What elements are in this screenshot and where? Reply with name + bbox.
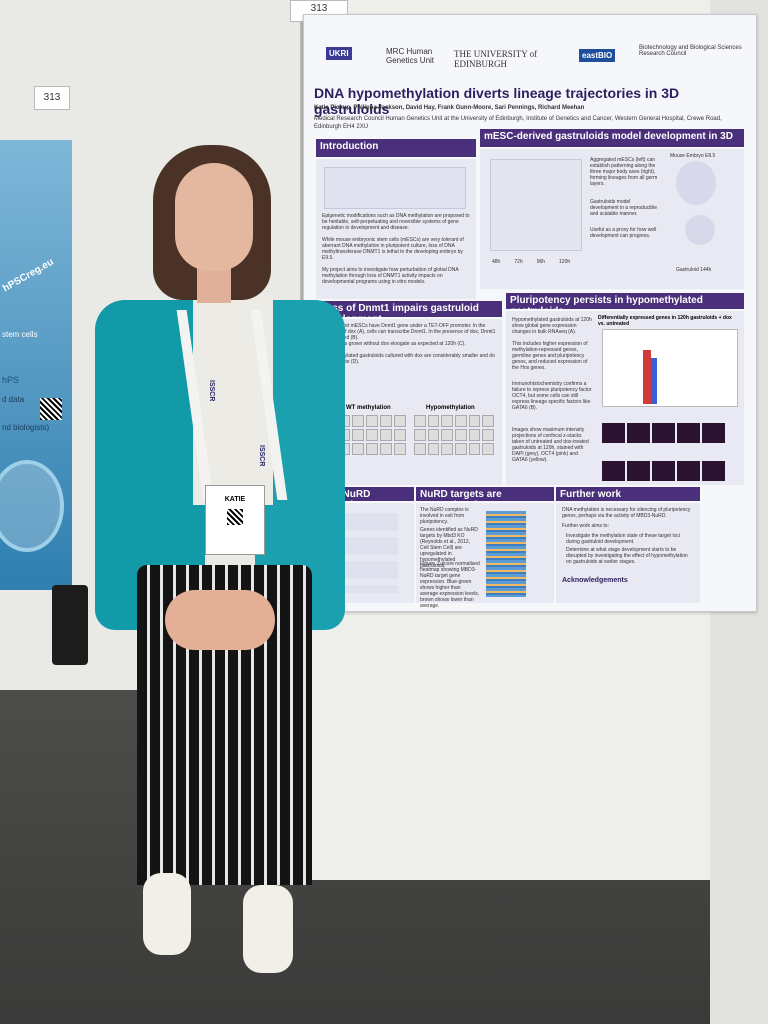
mesc-paragraph: Gastruloids model development in a repro… xyxy=(590,199,657,217)
gastruloid-label: Gastruloid 144h xyxy=(676,267,712,273)
volcano-up-genes xyxy=(643,350,651,404)
microscopy-row-untreated xyxy=(602,423,725,443)
pluripotency-panel: Hypomethylated gastruloids at 120h show … xyxy=(506,311,744,485)
embryo-label: Mouse Embryo E8.5 xyxy=(670,153,716,159)
research-poster: UKRI MRC Human Genetics Unit THE UNIVERS… xyxy=(303,14,757,612)
eastbio-logo: eastBIO xyxy=(579,49,616,62)
volcano-down-genes xyxy=(651,358,657,404)
hypo-image-grid xyxy=(414,415,494,455)
poster-title: DNA hypomethylation diverts lineage traj… xyxy=(314,85,680,117)
time-labels: 48h 72h 96h 120h xyxy=(492,259,571,265)
volcano-plot xyxy=(602,329,738,407)
badge-name: KATIE xyxy=(224,496,246,503)
pluri-paragraph: Hypomethylated gastruloids at 120h show … xyxy=(512,317,592,335)
further-work-panel: DNA methylation is necessary for silenci… xyxy=(556,503,700,603)
nurd-targets-paragraph: The NuRD complex is involved in exit fro… xyxy=(420,507,469,525)
banner-text: hPSCreg.eu xyxy=(1,256,56,295)
section-nurd-targets-header: NuRD targets are upregulated xyxy=(416,487,554,511)
qr-code-icon xyxy=(40,398,62,420)
face xyxy=(175,163,253,271)
acknowledgements-header: Acknowledgements xyxy=(562,577,628,584)
mesc-paragraph: Useful as a proxy for how well developme… xyxy=(590,227,657,239)
aggregation-diagram xyxy=(490,159,582,251)
lanyard-text: ISSCR xyxy=(258,445,265,467)
volcano-plot-title: Differentially expressed genes in 120h g… xyxy=(598,315,732,327)
section-further-work-header: Further work xyxy=(556,487,700,501)
embryo-image xyxy=(676,161,716,205)
section-mesc-header: mESC-derived gastruloids model developme… xyxy=(480,129,744,147)
presenter: ISSCR ISSCR KATIE xyxy=(95,145,345,985)
section-pluripotency-header: Pluripotency persists in hypomethylated … xyxy=(506,293,744,317)
further-paragraph: DNA methylation is necessary for silenci… xyxy=(562,507,691,519)
magnifier-graphic xyxy=(0,460,64,552)
banner-text: nd biologists) xyxy=(2,423,50,432)
mesc-paragraph: Aggregated mESCs (left) can establish pa… xyxy=(590,157,658,187)
bbsrc-logo: Biotechnology and Biological Sciences Re… xyxy=(639,45,742,57)
hypo-label: Hypomethylation xyxy=(426,405,475,411)
intro-paragraph: While mouse embryonic stem cells (mESCs)… xyxy=(322,237,464,261)
hands xyxy=(165,590,275,650)
pluri-paragraph: Immunohistochemistry confirms a failure … xyxy=(512,381,592,411)
lanyard-text: ISSCR xyxy=(208,380,215,402)
section-introduction-header: Introduction xyxy=(316,139,476,157)
banner-text: d data xyxy=(2,395,25,404)
loss-paragraph: Hypomethylated gastruloids cultured with… xyxy=(322,353,495,365)
neighbor-poster-banner: hPSCreg.eu hPS stem cells d data nd biol… xyxy=(0,140,72,590)
qr-code-icon xyxy=(227,509,243,525)
further-paragraph: Determine at what stage development star… xyxy=(566,547,688,565)
shirt xyxy=(193,295,273,505)
pluri-paragraph: This includes higher expression of methy… xyxy=(512,341,588,371)
nurd-targets-panel: The NuRD complex is involved in exit fro… xyxy=(416,503,554,609)
nurd-targets-paragraph: Figure: Z-score normalised heatmap showi… xyxy=(420,561,480,609)
nurd-targets-paragraph: Genes identified as NuRD targets by Mbd3… xyxy=(420,527,478,569)
university-logo: THE UNIVERSITY of EDINBURGH xyxy=(454,49,538,69)
banner-text: stem cells xyxy=(2,330,38,339)
pluri-paragraph: Images show maximum intensity projection… xyxy=(512,427,589,463)
name-badge: KATIE xyxy=(205,485,265,555)
loss-paragraph: Gastruloids grown without dox elongate a… xyxy=(322,341,466,347)
left-shoe xyxy=(143,873,191,955)
ukri-logo: UKRI xyxy=(326,47,352,60)
gastruloid-image xyxy=(685,215,715,245)
loss-paragraph: Dnmt1tet/tet mESCs have Dnmt1 gene under… xyxy=(322,323,496,341)
further-paragraph: Further work aims to: xyxy=(562,523,609,529)
mesc-panel: Aggregated mESCs (left) can establish pa… xyxy=(480,149,744,289)
wt-label: WT methylation xyxy=(346,405,391,411)
poster-affiliation: Medical Research Council Human Genetics … xyxy=(314,116,722,130)
nurd-heatmap xyxy=(486,511,526,597)
further-paragraph: Investigate the methylation state of the… xyxy=(566,533,680,545)
right-shoe xyxy=(243,885,293,973)
intro-panel: Epigenetic modifications such as DNA met… xyxy=(316,159,476,299)
poster-authors: Katie Pickup, Philippa Jackson, David Ha… xyxy=(314,105,585,111)
intro-diagram xyxy=(324,167,466,209)
intro-paragraph: My project aims to investigate how pertu… xyxy=(322,267,459,285)
banner-text: hPS xyxy=(2,375,20,385)
intro-paragraph: Epigenetic modifications such as DNA met… xyxy=(322,213,470,231)
microscopy-row-dox xyxy=(602,461,725,481)
mrc-logo: MRC Human Genetics Unit xyxy=(386,47,435,65)
booth-number-left: 313 xyxy=(34,86,70,110)
bag xyxy=(52,585,88,665)
